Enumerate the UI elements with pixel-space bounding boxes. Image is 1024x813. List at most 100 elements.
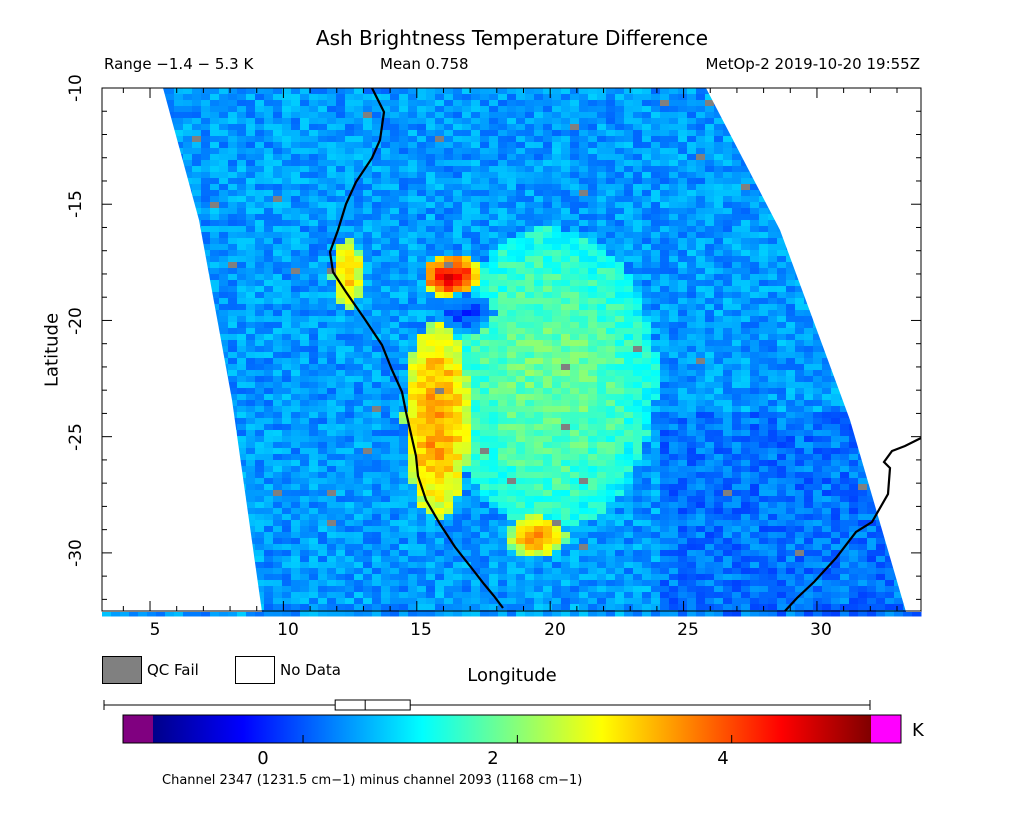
heatmap-cell xyxy=(813,364,823,371)
heatmap-cell xyxy=(768,334,778,341)
heatmap-cell xyxy=(282,154,292,161)
heatmap-cell xyxy=(534,148,544,155)
heatmap-cell xyxy=(561,118,571,125)
heatmap-cell xyxy=(552,178,562,185)
heatmap-cell xyxy=(264,190,274,197)
heatmap-cell xyxy=(399,262,409,269)
heatmap-cell xyxy=(534,310,544,317)
heatmap-cell xyxy=(444,214,454,221)
heatmap-cell xyxy=(543,172,553,179)
heatmap-cell xyxy=(651,352,661,359)
heatmap-cell xyxy=(471,412,481,419)
heatmap-cell xyxy=(570,160,580,167)
heatmap-cell xyxy=(282,148,292,155)
heatmap-cell xyxy=(435,358,445,365)
heatmap-cell xyxy=(417,196,427,203)
heatmap-cell xyxy=(210,208,220,215)
heatmap-cell xyxy=(552,316,562,323)
heatmap-cell xyxy=(597,166,607,173)
heatmap-cell xyxy=(516,136,526,143)
heatmap-cell xyxy=(408,106,418,113)
heatmap-cell xyxy=(615,268,625,275)
heatmap-cell xyxy=(444,394,454,401)
heatmap-cell xyxy=(606,244,616,251)
heatmap-cell xyxy=(219,250,229,257)
heatmap-cell xyxy=(651,394,661,401)
heatmap-cell xyxy=(615,352,625,359)
heatmap-cell xyxy=(840,406,850,413)
heatmap-cell xyxy=(264,262,274,269)
heatmap-cell xyxy=(777,232,787,239)
heatmap-cell xyxy=(345,172,355,179)
heatmap-cell xyxy=(246,268,256,275)
heatmap-cell xyxy=(255,112,265,119)
heatmap-cell xyxy=(408,292,418,299)
heatmap-cell xyxy=(768,328,778,335)
heatmap-cell xyxy=(228,382,238,389)
heatmap-cell xyxy=(732,358,742,365)
heatmap-cell xyxy=(426,94,436,101)
heatmap-cell xyxy=(633,352,643,359)
heatmap-cell xyxy=(633,376,643,383)
heatmap-cell xyxy=(309,280,319,287)
heatmap-cell xyxy=(723,130,733,137)
heatmap-cell xyxy=(489,124,499,131)
heatmap-cell xyxy=(273,136,283,143)
heatmap-cell xyxy=(543,196,553,203)
heatmap-cell xyxy=(624,214,634,221)
heatmap-cell xyxy=(282,202,292,209)
heatmap-cell xyxy=(246,226,256,233)
heatmap-cell xyxy=(498,370,508,377)
heatmap-cell xyxy=(696,118,706,125)
heatmap-cell xyxy=(777,352,787,359)
heatmap-cell xyxy=(795,388,805,395)
heatmap-cell xyxy=(273,166,283,173)
heatmap-cell xyxy=(696,100,706,107)
heatmap-cell xyxy=(219,160,229,167)
heatmap-cell xyxy=(345,346,355,353)
heatmap-cell xyxy=(291,262,301,269)
heatmap-cell xyxy=(759,310,769,317)
heatmap-cell xyxy=(336,124,346,131)
heatmap-cell xyxy=(363,394,373,401)
heatmap-cell xyxy=(534,334,544,341)
heatmap-cell xyxy=(723,160,733,167)
heatmap-cell xyxy=(489,298,499,305)
heatmap-cell xyxy=(678,136,688,143)
heatmap-cell xyxy=(678,256,688,263)
heatmap-cell xyxy=(534,142,544,149)
heatmap-cell xyxy=(516,322,526,329)
heatmap-cell xyxy=(642,340,652,347)
heatmap-cell xyxy=(282,370,292,377)
heatmap-cell xyxy=(561,178,571,185)
heatmap-cell xyxy=(498,166,508,173)
heatmap-cell xyxy=(201,94,211,101)
heatmap-cell xyxy=(651,214,661,221)
heatmap-cell xyxy=(354,406,364,413)
heatmap-cell xyxy=(615,88,625,95)
heatmap-cell xyxy=(489,196,499,203)
heatmap-cell xyxy=(606,310,616,317)
heatmap-cell xyxy=(489,202,499,209)
heatmap-cell xyxy=(291,352,301,359)
heatmap-cell xyxy=(579,292,589,299)
heatmap-cell xyxy=(705,124,715,131)
heatmap-cell xyxy=(732,292,742,299)
heatmap-cell xyxy=(273,268,283,275)
heatmap-cell xyxy=(633,304,643,311)
heatmap-cell xyxy=(435,172,445,179)
heatmap-cell xyxy=(210,142,220,149)
heatmap-cell xyxy=(642,196,652,203)
heatmap-cell xyxy=(516,382,526,389)
heatmap-cell xyxy=(264,394,274,401)
heatmap-cell xyxy=(768,346,778,353)
heatmap-cell xyxy=(291,328,301,335)
heatmap-cell xyxy=(372,112,382,119)
heatmap-cell xyxy=(507,400,517,407)
heatmap-cell xyxy=(543,136,553,143)
heatmap-cell xyxy=(507,220,517,227)
heatmap-cell xyxy=(354,142,364,149)
heatmap-cell xyxy=(354,232,364,239)
heatmap-cell xyxy=(804,400,814,407)
heatmap-cell xyxy=(399,382,409,389)
